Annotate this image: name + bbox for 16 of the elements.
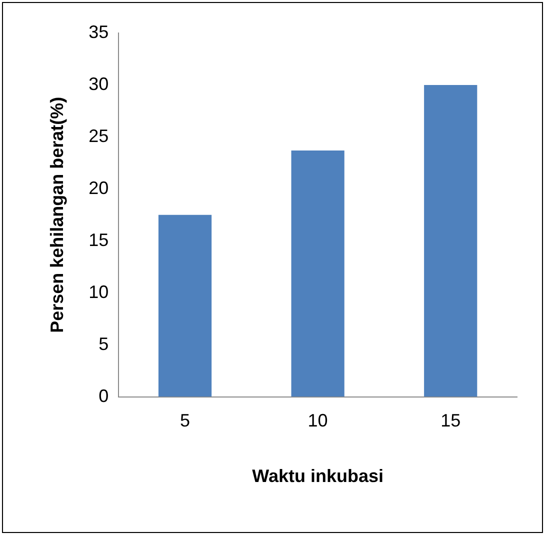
bar xyxy=(424,84,478,397)
x-tick-label: 15 xyxy=(440,410,461,431)
x-tick-label: 5 xyxy=(180,410,190,431)
bar xyxy=(291,150,344,397)
y-tick-label: 15 xyxy=(88,230,109,250)
y-tick-label: 25 xyxy=(88,126,109,146)
y-axis-title: Persen kehilangan berat(%) xyxy=(46,96,67,333)
x-axis-title: Waktu inkubasi xyxy=(252,466,384,486)
y-tick-label: 10 xyxy=(88,282,109,302)
x-tick-label: 10 xyxy=(308,410,328,431)
y-tick-label: 5 xyxy=(98,334,109,354)
y-tick-label: 20 xyxy=(88,178,109,198)
y-tick-label: 30 xyxy=(88,74,109,94)
y-tick-label: 0 xyxy=(98,386,109,406)
bar xyxy=(158,214,212,397)
y-tick-label: 35 xyxy=(88,22,109,42)
